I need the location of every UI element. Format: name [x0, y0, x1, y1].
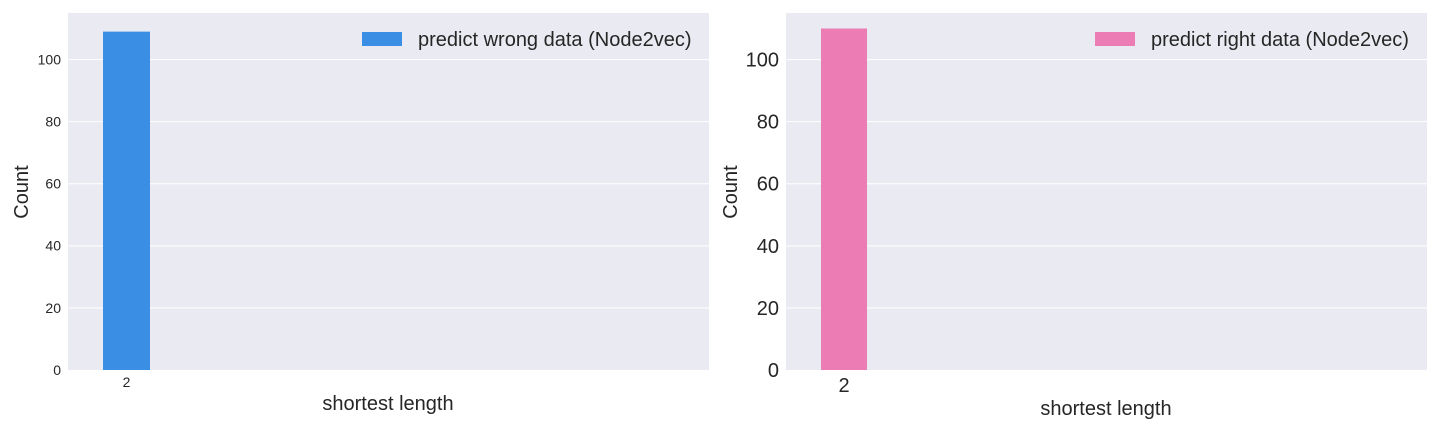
- y-tick-label: 0: [768, 360, 779, 382]
- y-tick-label: 40: [45, 238, 61, 254]
- y-tick-label: 40: [757, 236, 779, 258]
- bar: [821, 28, 867, 371]
- y-tick-label: 80: [757, 112, 779, 134]
- chart-left: 0 20 40 60 80 100 2 shortest length Count pre…: [11, 13, 709, 415]
- legend-swatch: [362, 32, 402, 46]
- y-tick-label: 20: [45, 300, 61, 316]
- x-tick-label: 2: [123, 374, 131, 390]
- x-axis-label: shortest length: [322, 393, 453, 415]
- x-tick-label: 2: [838, 375, 849, 397]
- y-tick-labels: 0 20 40 60 80 100: [38, 51, 62, 377]
- y-tick-labels: 0 20 40 60 80 100: [746, 50, 779, 382]
- legend-swatch: [1095, 32, 1135, 46]
- chart-right: 0 20 40 60 80 100 2 shortest length Count pre…: [720, 13, 1427, 420]
- y-tick-label: 0: [53, 362, 61, 378]
- y-tick-label: 100: [746, 50, 779, 72]
- y-tick-label: 60: [45, 176, 61, 192]
- bars: [103, 31, 150, 370]
- x-tick-labels: 2: [838, 375, 849, 397]
- plot-area: [786, 13, 1427, 370]
- plot-area: [68, 13, 709, 370]
- x-tick-labels: 2: [123, 374, 131, 390]
- gridlines: [786, 59, 1427, 309]
- bars: [821, 28, 867, 371]
- legend: predict wrong data (Node2vec): [362, 29, 691, 51]
- y-tick-label: 100: [38, 51, 62, 67]
- y-axis-label: Count: [720, 165, 742, 219]
- legend-label: predict wrong data (Node2vec): [418, 29, 691, 51]
- legend: predict right data (Node2vec): [1095, 29, 1409, 51]
- y-tick-label: 60: [757, 174, 779, 196]
- y-tick-label: 80: [45, 114, 61, 130]
- y-axis-label: Count: [11, 165, 33, 219]
- y-tick-label: 20: [757, 298, 779, 320]
- gridlines: [68, 59, 709, 309]
- x-axis-label: shortest length: [1040, 398, 1171, 420]
- legend-label: predict right data (Node2vec): [1151, 29, 1409, 51]
- bar: [103, 31, 150, 370]
